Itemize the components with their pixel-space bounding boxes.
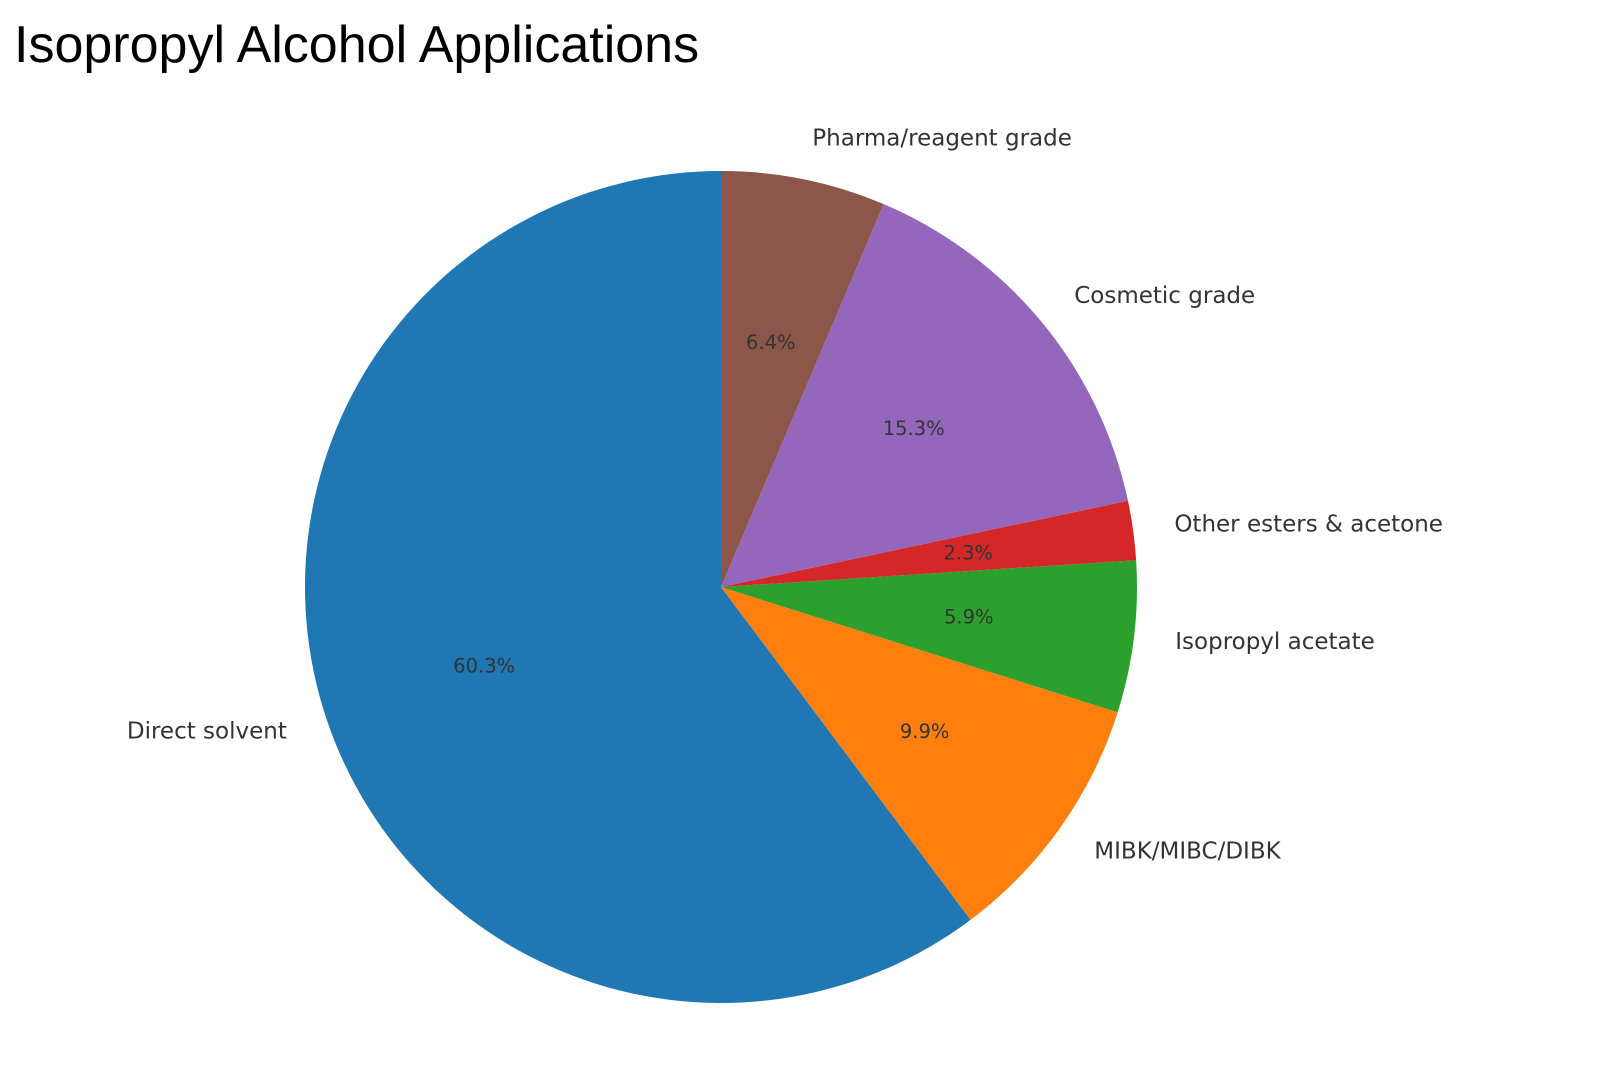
pie-slice (721, 204, 1128, 588)
slice-percent-label: 5.9% (944, 606, 994, 629)
slice-percent-label: 2.3% (944, 542, 994, 565)
slice-label: Cosmetic grade (1074, 283, 1255, 309)
pie-slice (721, 560, 1137, 713)
pie-slices (305, 171, 1137, 1004)
slice-label: Pharma/reagent grade (812, 126, 1072, 152)
slice-percent-label: 60.3% (453, 654, 515, 677)
pie-slice (721, 171, 884, 587)
slice-label: MIBK/MIBC/DIBK (1094, 839, 1281, 865)
slice-percent-label: 15.3% (883, 417, 945, 440)
slice-label: Isopropyl acetate (1175, 629, 1375, 655)
pie-labels: Direct solvent 60.3% MIBK/MIBC/DIBK 9.9% Iso… (127, 126, 1443, 865)
pie-slice (721, 587, 1118, 920)
slice-percent-label: 6.4% (746, 331, 796, 354)
slice-percent-label: 9.9% (900, 720, 950, 743)
slice-label: Direct solvent (127, 719, 287, 745)
pie-slice (721, 500, 1137, 587)
chart-title: Isopropyl Alcohol Applications (14, 16, 699, 74)
pie-slice (305, 171, 971, 1004)
slice-label: Other esters & acetone (1174, 512, 1443, 538)
